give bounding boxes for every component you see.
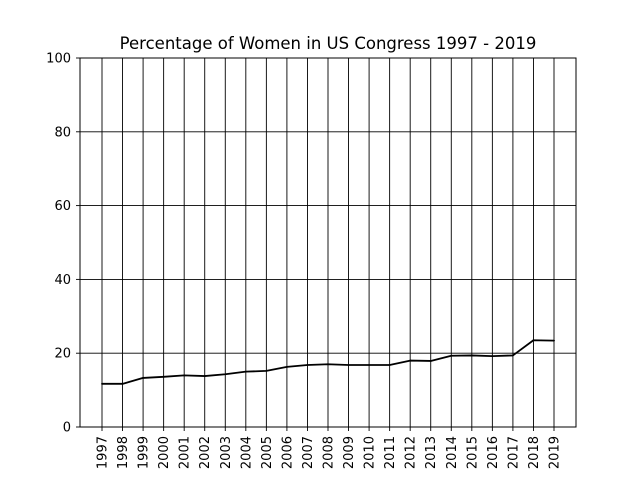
x-tick-label-2004: 2004 [239,436,254,469]
y-tick-label-40: 40 [54,273,71,288]
data-point-1999 [142,377,144,379]
data-point-2007 [306,364,309,366]
x-tick-label-2008: 2008 [322,436,337,469]
x-tick-label-1998: 1998 [116,436,131,469]
data-point-2015 [470,354,473,357]
data-point-2003 [224,373,227,376]
x-tick-label-2019: 2019 [548,436,563,469]
data-point-2008 [327,363,329,366]
data-point-2002 [203,375,206,377]
x-tick-label-2009: 2009 [342,436,357,469]
data-point-2010 [368,364,370,366]
data-point-1998 [121,382,124,385]
x-tick-label-2010: 2010 [363,436,378,469]
x-tick-label-2012: 2012 [404,436,419,469]
x-tick-label-2003: 2003 [219,436,234,469]
plot-area: 0 20 40 60 80 100 1997 1998 1999 2000 2001 2002 2003… [46,52,577,469]
data-point-2001 [183,374,186,377]
y-tick-label-20: 20 [54,347,71,362]
x-tick-label-2002: 2002 [198,436,213,469]
data-point-2012 [409,359,412,362]
x-tick-label-2001: 2001 [178,436,193,469]
x-tick-label-1997: 1997 [96,436,111,469]
data-point-2019 [553,339,555,342]
x-tick-label-2011: 2011 [383,436,398,469]
data-point-2006 [286,365,288,368]
x-tick-label-2007: 2007 [301,436,316,469]
x-tick-label-2006: 2006 [280,436,295,469]
data-point-1997 [101,382,103,385]
y-tick-label-60: 60 [54,199,71,214]
data-point-2016 [491,355,494,358]
data-point-2000 [162,375,165,378]
x-tick-label-2018: 2018 [527,436,542,469]
axes-frame [79,57,577,428]
data-point-2014 [450,354,453,357]
x-tick-label-2015: 2015 [465,436,480,469]
x-tick-label-2014: 2014 [445,436,460,469]
x-tick-label-2005: 2005 [260,436,275,469]
data-point-2009 [347,364,350,366]
chart-title: Percentage of Women in US Congress 1997 … [120,34,537,53]
x-tick-label-2016: 2016 [486,436,501,469]
data-point-2017 [512,354,514,357]
y-tick-label-0: 0 [63,421,71,436]
x-tick-label-2017: 2017 [506,436,521,469]
y-tick-label-100: 100 [46,52,71,67]
data-point-2018 [532,339,535,342]
data-point-2013 [429,360,432,362]
data-point-2011 [388,364,391,366]
x-tick-label-1999: 1999 [137,436,152,469]
x-tick-label-2013: 2013 [424,436,439,469]
x-tick-label-2000: 2000 [157,436,172,469]
data-point-2004 [244,370,247,373]
y-tick-label-80: 80 [54,125,71,140]
data-point-2005 [265,370,268,372]
